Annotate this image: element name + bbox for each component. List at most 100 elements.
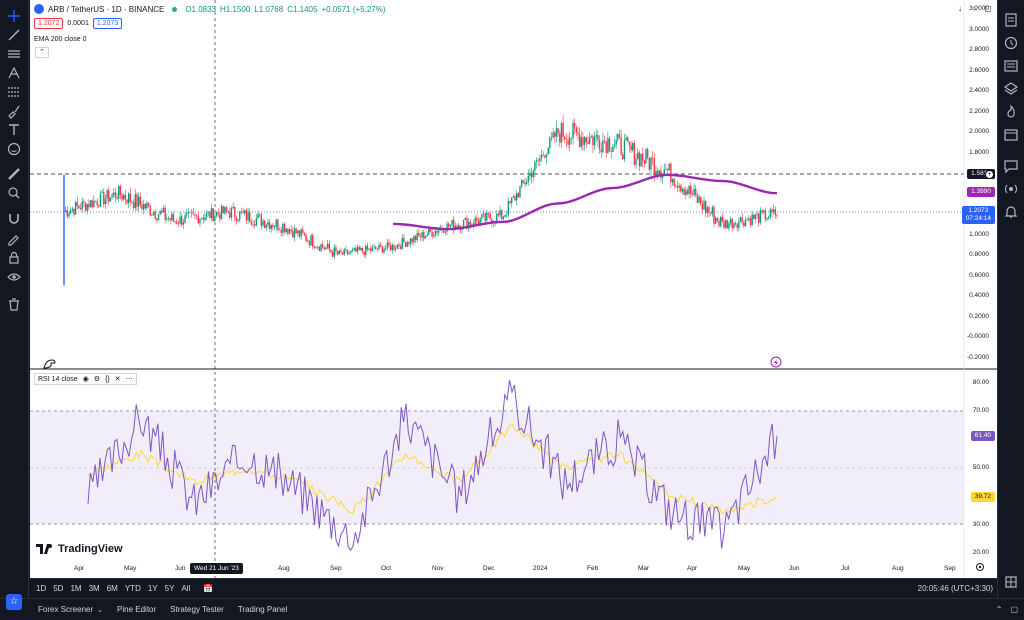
text-icon[interactable] bbox=[5, 122, 23, 138]
magnet-icon[interactable] bbox=[5, 211, 23, 227]
collapse-legend-button[interactable]: ⌃ bbox=[35, 47, 49, 58]
fib-icon[interactable] bbox=[5, 84, 23, 100]
arrow-down-icon[interactable]: ↓ bbox=[958, 4, 962, 13]
eye-icon[interactable] bbox=[5, 269, 23, 285]
alerts-clock-icon[interactable] bbox=[1003, 35, 1020, 52]
more-icon[interactable]: ⋯ bbox=[125, 376, 133, 383]
maximize-panel-icon[interactable]: ▢ bbox=[1010, 605, 1018, 614]
timeframe-6m[interactable]: 6M bbox=[106, 584, 118, 593]
collapse-panel-icon[interactable]: ⌃ bbox=[995, 605, 1003, 614]
candle-body bbox=[328, 243, 331, 250]
candle-body bbox=[431, 231, 433, 237]
tab-trading-panel[interactable]: Trading Panel bbox=[237, 605, 288, 614]
ema-price-value: 1.3990 bbox=[971, 188, 991, 195]
favorites-star-icon[interactable]: ☆ bbox=[6, 594, 22, 610]
trendline-icon[interactable] bbox=[5, 27, 23, 43]
rsi-legend[interactable]: RSI 14 close ◉ ⚙ {} ✕ ⋯ bbox=[34, 373, 137, 385]
remove-icon[interactable]: ✕ bbox=[114, 376, 121, 383]
tab-strategy-tester[interactable]: Strategy Tester bbox=[170, 605, 224, 614]
candle-body bbox=[91, 200, 93, 208]
clock-timezone[interactable]: 20:05:46 (UTC+3:30) bbox=[917, 584, 993, 593]
chart-canvas[interactable] bbox=[30, 0, 997, 578]
candles-group bbox=[63, 115, 778, 286]
watchlist-icon[interactable] bbox=[1003, 12, 1020, 29]
date-range-calendar-icon[interactable]: 📅 bbox=[203, 584, 214, 593]
symbol-legend[interactable]: ARB / TetherUS · 1D · BINANCE O1.0833 H1… bbox=[34, 4, 386, 14]
data-window-icon[interactable] bbox=[1003, 58, 1020, 75]
candle-body bbox=[282, 223, 284, 233]
candle-body bbox=[605, 141, 607, 154]
ruler-icon[interactable] bbox=[5, 166, 23, 182]
arrow-up-icon[interactable]: ↑ bbox=[972, 4, 976, 13]
lock-icon[interactable] bbox=[5, 250, 23, 266]
source-code-icon[interactable]: {} bbox=[105, 375, 110, 383]
replay-dino-icon[interactable] bbox=[43, 359, 56, 369]
gear-icon[interactable] bbox=[976, 563, 984, 571]
candle-body bbox=[615, 140, 617, 145]
tradingview-logo[interactable]: TradingView bbox=[36, 543, 123, 555]
candle-body bbox=[136, 194, 138, 207]
rsi-value: 61.40 bbox=[974, 432, 991, 439]
candle-body bbox=[564, 136, 566, 140]
candle-body bbox=[318, 246, 321, 252]
tab-forex-screener[interactable]: Forex Screener bbox=[38, 605, 94, 614]
candle-body bbox=[149, 205, 151, 216]
maximize-icon[interactable]: ▢ bbox=[984, 4, 992, 13]
time-axis-label: 2024 bbox=[533, 565, 548, 572]
candle-body bbox=[746, 219, 748, 221]
broadcast-icon[interactable] bbox=[1003, 181, 1020, 198]
timeframe-5d[interactable]: 5D bbox=[53, 584, 64, 593]
right-sidebar bbox=[997, 0, 1024, 598]
timeframe-all[interactable]: All bbox=[181, 584, 191, 593]
candle-body bbox=[162, 207, 165, 213]
brush-icon[interactable] bbox=[5, 103, 23, 119]
visibility-eye-icon[interactable]: ◉ bbox=[82, 376, 89, 383]
lightning-icon[interactable] bbox=[770, 356, 782, 368]
trash-icon[interactable] bbox=[5, 296, 23, 312]
hotlist-fire-icon[interactable] bbox=[1003, 104, 1020, 121]
pitchfork-icon[interactable] bbox=[5, 65, 23, 81]
candle-body bbox=[388, 242, 390, 246]
timeframe-1m[interactable]: 1M bbox=[70, 584, 82, 593]
notifications-bell-icon[interactable] bbox=[1003, 204, 1020, 221]
symbol-title[interactable]: ARB / TetherUS · 1D · BINANCE bbox=[48, 4, 165, 14]
candle-body bbox=[681, 188, 684, 192]
candle-body bbox=[680, 185, 682, 192]
candle-body bbox=[272, 224, 274, 228]
timeframe-3m[interactable]: 3M bbox=[88, 584, 100, 593]
calendar-icon[interactable] bbox=[1003, 127, 1020, 144]
crosshair-icon[interactable] bbox=[5, 8, 23, 24]
candle-body bbox=[655, 170, 657, 176]
settings-icon[interactable]: ⚙ bbox=[93, 376, 101, 383]
chat-icon[interactable] bbox=[1003, 158, 1020, 175]
timeframe-1y[interactable]: 1Y bbox=[147, 584, 158, 593]
candle-body bbox=[83, 201, 85, 203]
timeframe-ytd[interactable]: YTD bbox=[124, 584, 141, 593]
candle-body bbox=[316, 246, 319, 248]
layout-grid-icon[interactable] bbox=[1003, 574, 1020, 591]
emoji-icon[interactable] bbox=[5, 141, 23, 157]
buy-button[interactable]: 1.2073 bbox=[92, 18, 123, 29]
timeframe-1d[interactable]: 1D bbox=[36, 584, 47, 593]
candle-body bbox=[378, 244, 380, 250]
candle-body bbox=[230, 208, 233, 218]
candle-body bbox=[749, 218, 752, 226]
layers-icon[interactable] bbox=[1003, 81, 1020, 98]
candle-body bbox=[260, 214, 263, 226]
tab-pine-editor[interactable]: Pine Editor bbox=[117, 605, 157, 614]
candle-body bbox=[336, 251, 339, 255]
sell-button[interactable]: 1.2072 bbox=[34, 18, 64, 29]
drawing-toolbar bbox=[0, 0, 29, 598]
add-alert-icon[interactable]: + bbox=[985, 170, 994, 179]
chart-area[interactable]: ARB / TetherUS · 1D · BINANCE O1.0833 H1… bbox=[30, 0, 997, 578]
candle-body bbox=[535, 160, 538, 162]
pencil-lock-icon[interactable] bbox=[5, 231, 23, 247]
timeframe-5y[interactable]: 5Y bbox=[164, 584, 175, 593]
zoom-icon[interactable] bbox=[5, 185, 23, 201]
chevron-down-icon[interactable]: ⌄ bbox=[97, 606, 104, 614]
candle-body bbox=[771, 209, 773, 213]
ema-legend[interactable]: EMA 200 close 0 bbox=[34, 36, 87, 43]
candle-body bbox=[355, 248, 357, 252]
candle-body bbox=[540, 154, 543, 159]
horizontal-lines-icon[interactable] bbox=[5, 46, 23, 62]
